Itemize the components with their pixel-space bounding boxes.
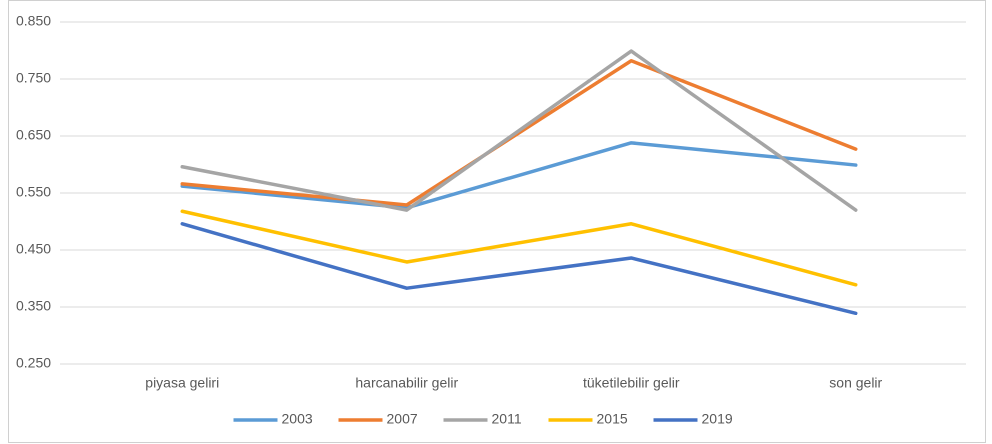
series-line: [180, 141, 858, 210]
y-tick-label: 0.750: [16, 70, 51, 86]
y-tick-label: 0.550: [16, 184, 51, 200]
x-tick-label: harcanabilir gelir: [355, 375, 458, 391]
legend-label: 2003: [282, 411, 313, 427]
x-tick-label: tüketilebilir gelir: [583, 375, 680, 391]
series-line: [180, 59, 858, 207]
x-tick-label: son gelir: [829, 375, 882, 391]
y-tick-label: 0.850: [16, 13, 51, 29]
x-tick-label: piyasa geliri: [145, 375, 219, 391]
y-tick-label: 0.350: [16, 298, 51, 314]
y-tick-label: 0.250: [16, 355, 51, 371]
legend-label: 2019: [702, 411, 733, 427]
chart-frame: [8, 0, 986, 443]
y-tick-label: 0.450: [16, 241, 51, 257]
series-line: [180, 209, 858, 287]
series-line: [180, 222, 858, 316]
y-tick-label: 0.650: [16, 127, 51, 143]
legend-label: 2011: [492, 411, 522, 427]
legend-label: 2015: [597, 411, 628, 427]
series-line: [180, 49, 858, 212]
legend-label: 2007: [387, 411, 418, 427]
